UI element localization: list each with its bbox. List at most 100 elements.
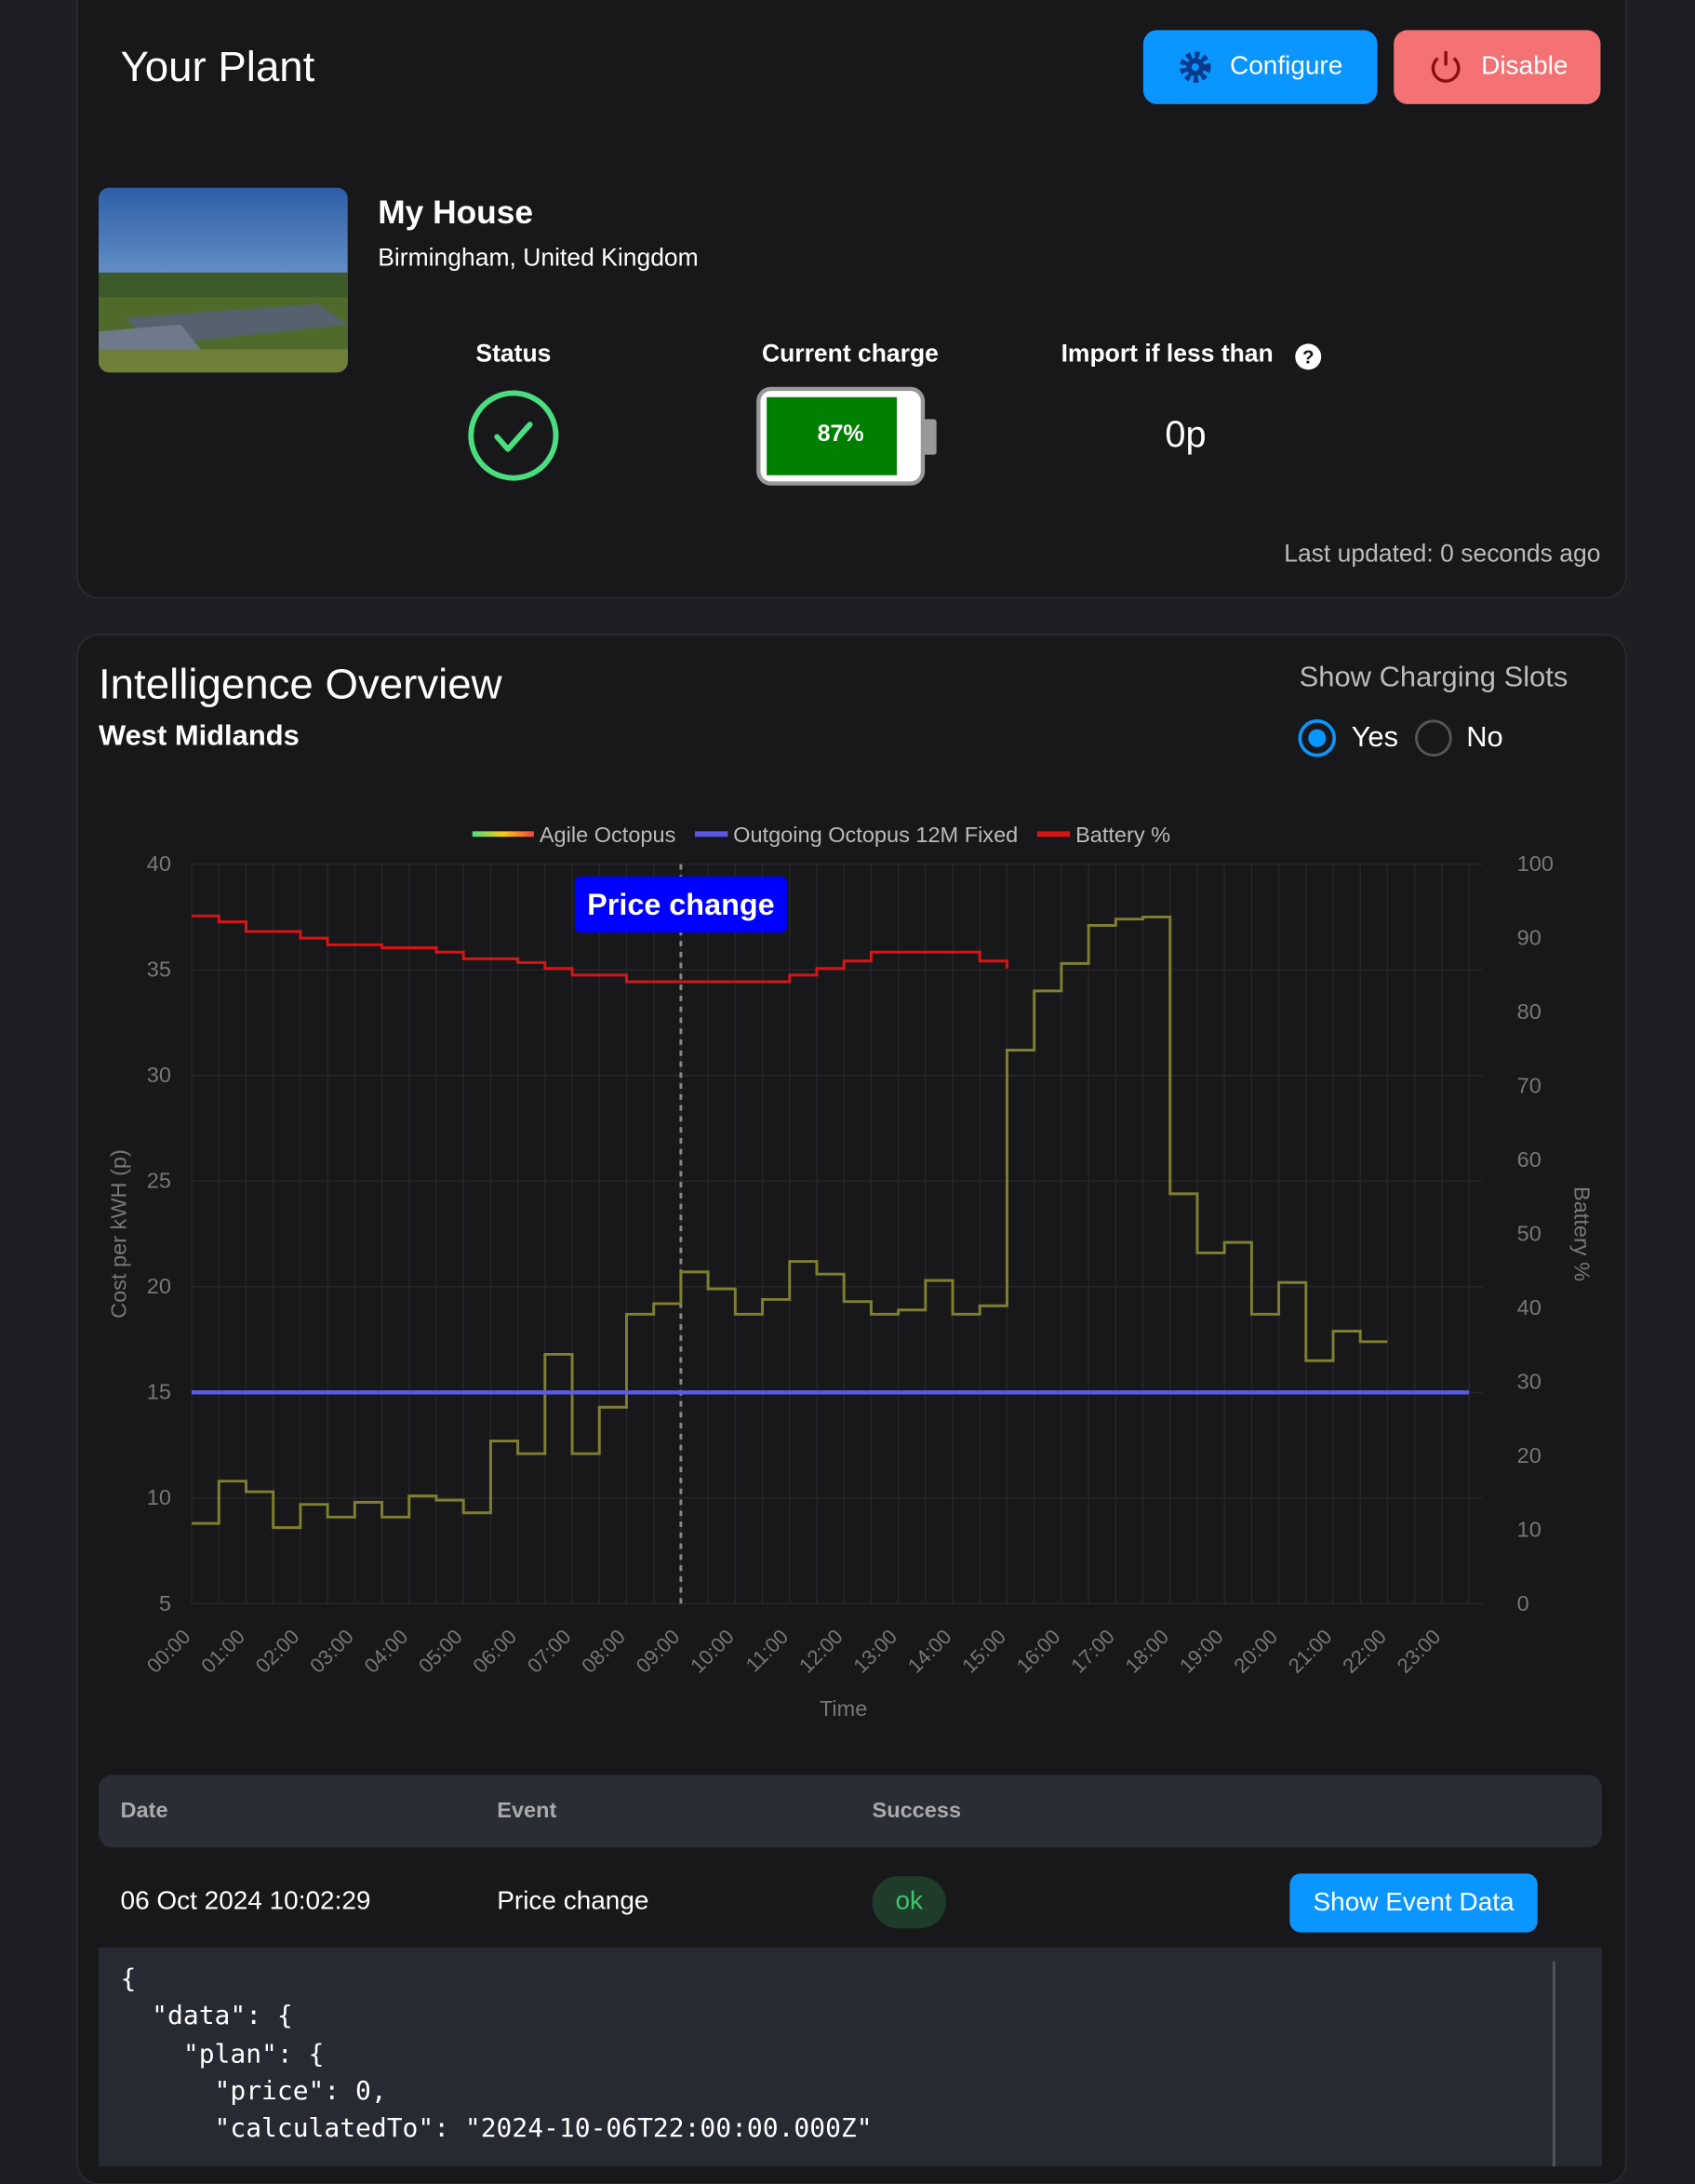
region: West Midlands xyxy=(98,720,300,752)
y2-tick-label: 90 xyxy=(1517,925,1542,949)
import-value: 0p xyxy=(1165,413,1207,455)
x-tick-label: 11:00 xyxy=(741,1625,794,1677)
y-tick-label: 40 xyxy=(147,851,171,876)
x-tick-label: 16:00 xyxy=(1012,1625,1065,1678)
legend-label: Outgoing Octopus 12M Fixed xyxy=(733,823,1018,847)
x-tick-label: 19:00 xyxy=(1175,1625,1228,1678)
x-tick-label: 03:00 xyxy=(305,1625,358,1678)
x-tick-label: 13:00 xyxy=(848,1625,901,1678)
cell: 06 Oct 2024 10:02:29 xyxy=(120,1887,371,1916)
disable-button[interactable]: Disable xyxy=(1394,30,1601,104)
button-label: Configure xyxy=(1230,51,1343,81)
y-tick-label: 35 xyxy=(147,958,171,982)
import-label: Import if less than xyxy=(1061,339,1274,368)
power-icon xyxy=(1431,50,1461,83)
plant-name: My House xyxy=(378,194,534,232)
y2-tick-label: 80 xyxy=(1517,999,1542,1024)
x-tick-label: 01:00 xyxy=(196,1625,249,1678)
th: Event xyxy=(497,1799,557,1823)
plant-image xyxy=(98,187,348,373)
x-tick-label: 00:00 xyxy=(142,1625,195,1678)
slots-label: Show Charging Slots xyxy=(1299,661,1568,693)
x-tick-label: 10:00 xyxy=(686,1625,739,1678)
y2-axis-title: Battery % xyxy=(1569,1186,1594,1281)
y-tick-label: 20 xyxy=(147,1274,171,1298)
plant-location: Birmingham, United Kingdom xyxy=(378,243,699,272)
y-tick-label: 15 xyxy=(147,1380,171,1404)
code: { "data": { "plan": { "price": 0, "calcu… xyxy=(121,1962,873,2149)
x-tick-label: 05:00 xyxy=(414,1625,467,1678)
code-line: "calculatedTo": "2024-10-06T22:00:00.000… xyxy=(120,2113,873,2144)
x-tick-label: 17:00 xyxy=(1066,1625,1119,1678)
charge-value: 87% xyxy=(818,421,864,447)
y2-tick-label: 100 xyxy=(1517,851,1554,876)
y-tick-label: 10 xyxy=(147,1485,171,1509)
y-axis-title: Cost per kWH (p) xyxy=(106,1149,130,1319)
x-tick-label: 15:00 xyxy=(957,1625,1010,1678)
x-tick-label: 21:00 xyxy=(1284,1625,1337,1678)
gear-icon xyxy=(1180,51,1211,83)
overview-title: Intelligence Overview xyxy=(98,660,502,708)
th: Date xyxy=(120,1799,168,1823)
radio-label: Yes xyxy=(1351,721,1399,754)
y-tick-label: 25 xyxy=(147,1169,171,1193)
legend-label: Agile Octopus xyxy=(540,823,676,847)
help-icon[interactable]: ? xyxy=(1294,342,1323,371)
radio-yes[interactable] xyxy=(1297,717,1338,758)
y2-tick-label: 60 xyxy=(1517,1147,1542,1172)
legend-swatch xyxy=(472,831,534,837)
code-line: "plan": { xyxy=(120,2038,325,2070)
cell: Price change xyxy=(497,1887,649,1916)
y2-tick-label: 50 xyxy=(1517,1221,1542,1245)
x-tick-label: 09:00 xyxy=(632,1625,685,1678)
battery-icon: 87% xyxy=(756,386,937,486)
radio-no[interactable] xyxy=(1413,717,1454,758)
code-line: "price": 0, xyxy=(120,2075,387,2107)
button-label: Show Event Data xyxy=(1313,1887,1515,1917)
charge-label: Current charge xyxy=(761,339,939,368)
x-axis-title: Time xyxy=(820,1696,867,1721)
radio-label: No xyxy=(1466,721,1503,754)
y2-tick-label: 0 xyxy=(1517,1591,1529,1615)
y-tick-label: 5 xyxy=(159,1591,171,1615)
y2-tick-label: 70 xyxy=(1517,1073,1542,1097)
annotation-box xyxy=(574,876,787,933)
status-label: Status xyxy=(475,339,552,368)
table-header xyxy=(98,1775,1602,1848)
legend-label: Battery % xyxy=(1075,823,1170,847)
series-line xyxy=(192,915,1388,1530)
code-block: { "data": { "plan": { "price": 0, "calcu… xyxy=(98,1947,1602,2167)
x-tick-label: 18:00 xyxy=(1121,1625,1174,1678)
scrollbar xyxy=(1552,1961,1555,2167)
button-label: Disable xyxy=(1481,51,1568,81)
x-tick-label: 08:00 xyxy=(577,1625,630,1678)
th: Success xyxy=(872,1799,962,1823)
x-tick-label: 23:00 xyxy=(1393,1625,1446,1678)
x-tick-label: 07:00 xyxy=(523,1625,576,1678)
x-tick-label: 20:00 xyxy=(1229,1625,1282,1678)
svg-text:?: ? xyxy=(1302,347,1315,368)
x-tick-label: 12:00 xyxy=(794,1625,848,1678)
last-updated: Last updated: 0 seconds ago xyxy=(1284,539,1601,568)
x-tick-label: 02:00 xyxy=(251,1625,304,1678)
y2-tick-label: 10 xyxy=(1517,1517,1542,1541)
series-line xyxy=(192,914,1008,984)
code-line: "data": { xyxy=(120,2001,293,2032)
annotation-label: Price change xyxy=(587,888,774,921)
chart: 00:00 01:00 02:00 03:00 04:00 05:00 06:00 07:00… xyxy=(106,823,1594,1721)
configure-button[interactable]: Configure xyxy=(1142,30,1378,104)
event-data-button[interactable]: Show Event Data xyxy=(1289,1873,1538,1933)
status-icon xyxy=(468,390,559,481)
page-title: Your Plant xyxy=(120,42,315,91)
x-tick-label: 22:00 xyxy=(1338,1625,1391,1678)
y-tick-label: 30 xyxy=(147,1063,171,1087)
x-tick-label: 14:00 xyxy=(903,1625,956,1678)
plot: 00:00 01:00 02:00 03:00 04:00 05:00 06:00 07:00… xyxy=(106,823,1594,1721)
legend-swatch xyxy=(1036,831,1071,837)
legend-swatch xyxy=(694,831,728,837)
x-tick-label: 06:00 xyxy=(468,1625,521,1678)
y2-tick-label: 20 xyxy=(1517,1443,1542,1467)
code-line: { xyxy=(120,1963,137,1994)
